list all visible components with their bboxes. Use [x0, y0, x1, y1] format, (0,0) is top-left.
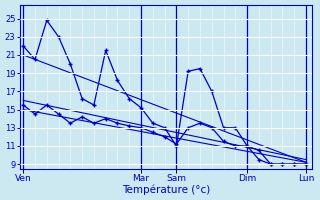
X-axis label: Température (°c): Température (°c)	[122, 185, 210, 195]
